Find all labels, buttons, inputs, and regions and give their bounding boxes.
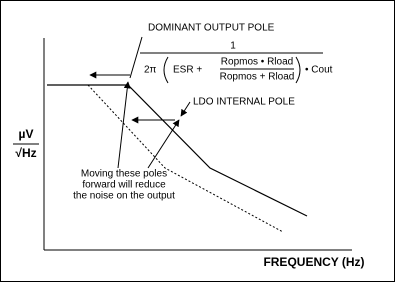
pointer-arrow	[147, 119, 180, 169]
formula-inner-num: Ropmos • Rload	[221, 57, 293, 68]
formula-inner-den: Ropmos + Rload	[220, 72, 295, 83]
pointer-line	[129, 36, 143, 79]
title: DOMINANT OUTPUT POLE	[148, 23, 275, 34]
ldo-label: LDO INTERNAL POLE	[193, 97, 295, 108]
noise-curve	[47, 84, 308, 217]
y-label-bottom: √Hz	[15, 146, 36, 160]
note-line: the noise on the output	[73, 191, 175, 202]
paren	[295, 56, 301, 84]
formula-esr: ESR +	[173, 65, 202, 76]
note-line: Moving these poles	[81, 169, 167, 180]
y-label-top: µV	[19, 127, 34, 141]
note-line: forward will reduce	[82, 180, 166, 191]
paren	[163, 56, 169, 84]
formula-cout: • Cout	[305, 65, 333, 76]
formula-2pi: 2π	[144, 65, 157, 76]
pointer-arrow	[117, 81, 131, 169]
x-label: FREQUENCY (Hz)	[263, 255, 364, 269]
improved-curve	[87, 84, 284, 233]
pointer-arrow	[180, 101, 191, 117]
formula-numerator: 1	[230, 41, 236, 52]
